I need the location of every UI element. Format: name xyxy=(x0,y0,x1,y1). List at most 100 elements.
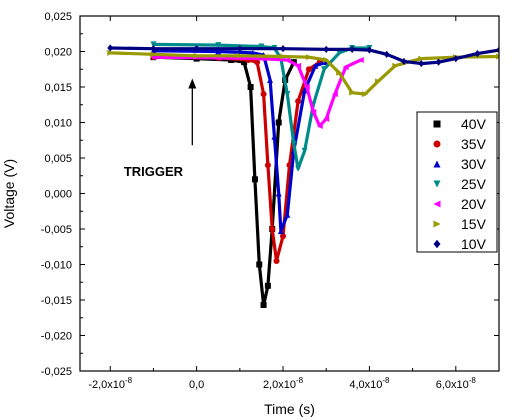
x-tick-label-base: 2,0x10 xyxy=(263,379,296,391)
x-tick-label-exponent: -8 xyxy=(469,376,477,385)
series-line xyxy=(151,42,371,171)
legend: 40V 35V 30V 25V 20V 15V 10V xyxy=(416,111,498,253)
data-point xyxy=(236,52,243,59)
data-point xyxy=(496,53,499,60)
data-point xyxy=(418,55,425,62)
data-point xyxy=(316,123,323,130)
data-point xyxy=(400,57,407,66)
y-axis-label: Voltage (V) xyxy=(1,159,17,228)
data-point xyxy=(280,53,287,60)
data-point xyxy=(366,46,373,54)
data-point xyxy=(284,91,291,98)
legend-marker xyxy=(433,180,441,188)
legend-label: 20V xyxy=(461,196,487,212)
x-tick-label: 2,0x10-8 xyxy=(263,376,304,391)
legend-item: 25V xyxy=(433,176,487,192)
series-layer xyxy=(107,41,499,308)
data-point xyxy=(336,49,343,56)
data-point xyxy=(310,108,317,115)
data-point xyxy=(375,78,382,85)
data-point xyxy=(275,190,282,197)
legend-item: 35V xyxy=(433,136,487,152)
data-point xyxy=(193,45,200,53)
x-tick-label: 6,0x10-8 xyxy=(436,376,477,391)
data-point xyxy=(284,57,291,64)
data-point xyxy=(357,57,364,64)
legend-label: 30V xyxy=(461,156,487,172)
y-tick-label: 0,025 xyxy=(44,11,72,23)
data-point xyxy=(267,76,274,83)
data-point xyxy=(269,226,276,232)
data-point xyxy=(349,89,356,96)
data-point xyxy=(275,119,282,126)
data-point xyxy=(247,84,254,90)
data-point xyxy=(362,91,369,98)
y-tick-label: -0,005 xyxy=(41,224,72,236)
x-axis-label: Time (s) xyxy=(264,401,315,417)
y-tick-label: 0,015 xyxy=(44,82,72,94)
data-point xyxy=(271,133,278,140)
legend-label: 40V xyxy=(461,116,487,132)
legend-item: 15V xyxy=(433,216,487,232)
x-tick-label: 0,0 xyxy=(189,379,204,391)
data-point xyxy=(290,140,297,147)
legend-label: 10V xyxy=(461,236,487,252)
data-point xyxy=(435,58,442,66)
data-point xyxy=(215,42,222,49)
x-tick-label: -2,0x10-8 xyxy=(88,376,132,391)
data-point xyxy=(295,165,302,172)
data-point xyxy=(474,50,481,58)
legend-label: 15V xyxy=(461,216,487,232)
data-point xyxy=(280,233,287,240)
data-point xyxy=(251,176,258,183)
data-point xyxy=(392,62,399,69)
data-point xyxy=(280,45,287,53)
legend-marker xyxy=(433,140,441,148)
data-point xyxy=(254,59,261,66)
x-tick-label-base: 6,0x10 xyxy=(436,379,469,391)
data-point xyxy=(260,91,267,98)
data-point xyxy=(107,49,114,56)
data-point xyxy=(301,147,308,154)
data-point xyxy=(336,69,343,76)
legend-label: 25V xyxy=(461,176,487,192)
data-point xyxy=(349,45,356,53)
legend-marker xyxy=(433,239,441,249)
x-tick-label-base: 0,0 xyxy=(189,379,204,391)
data-point xyxy=(342,64,349,71)
data-point xyxy=(241,59,248,66)
annotation-layer: TRIGGER xyxy=(124,78,197,179)
y-tick-label: -0,010 xyxy=(41,260,72,272)
data-point xyxy=(323,115,330,122)
ticks-layer: 0,025 0,020 0,015 0,010 0,005 0,000 -0,005 -0,0… xyxy=(41,11,500,391)
x-tick-label-base: -2,0x10 xyxy=(88,379,125,391)
x-tick-label-base: 4,0x10 xyxy=(349,379,382,391)
y-tick-label: 0,010 xyxy=(44,118,72,130)
data-point xyxy=(303,84,310,90)
data-point xyxy=(305,66,312,73)
data-point xyxy=(236,45,243,53)
data-point xyxy=(321,66,328,73)
legend-item: 10V xyxy=(433,236,487,252)
data-point xyxy=(264,162,271,169)
x-tick-label-exponent: -8 xyxy=(125,376,133,385)
legend-item: 20V xyxy=(433,196,487,212)
data-point xyxy=(312,62,319,69)
legend-box xyxy=(416,111,498,253)
legend-item: 40V xyxy=(433,116,487,132)
x-tick-label: 4,0x10-8 xyxy=(349,376,390,391)
data-point xyxy=(258,43,265,50)
legend-marker xyxy=(433,200,441,208)
data-point xyxy=(107,44,114,52)
data-point xyxy=(150,45,157,53)
y-tick-label: -0,025 xyxy=(41,366,72,378)
y-tick-label: -0,020 xyxy=(41,331,72,343)
data-point xyxy=(264,282,271,289)
legend-item: 30V xyxy=(433,156,487,172)
legend-label: 35V xyxy=(461,136,487,152)
data-point xyxy=(305,54,312,61)
data-point xyxy=(323,57,330,64)
data-point xyxy=(273,257,280,264)
data-point xyxy=(150,51,157,58)
